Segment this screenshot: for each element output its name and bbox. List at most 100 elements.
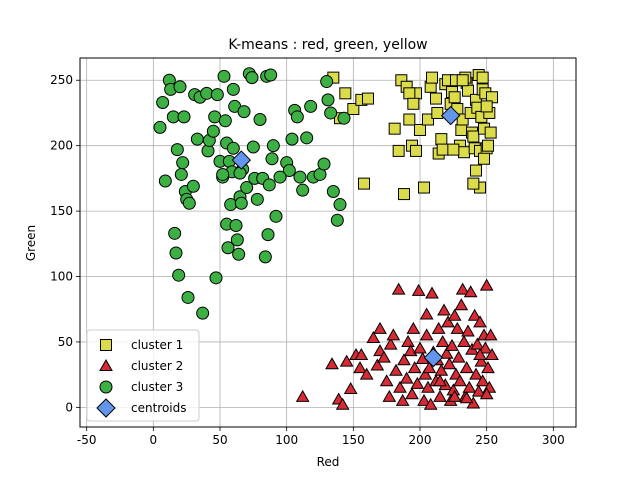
centroids-point xyxy=(440,105,461,126)
x-tick-label: -50 xyxy=(77,433,97,447)
legend: cluster 1 cluster 2 cluster 3 centroids xyxy=(86,329,200,422)
y-tick-label: 100 xyxy=(50,270,73,284)
cluster-1-point xyxy=(447,143,460,156)
cluster-1-point xyxy=(388,122,401,135)
axis-ticks: -50 0 50 100 150 200 250 300 0 50 100 150 200 250 xyxy=(50,73,565,447)
cluster-2-point xyxy=(433,374,447,387)
cluster-2-point xyxy=(421,380,435,393)
cluster-3-point xyxy=(253,113,267,126)
cluster-2-point xyxy=(422,361,437,374)
cluster-1-point xyxy=(422,113,434,126)
cluster-2-point xyxy=(382,389,397,402)
cluster-2-point xyxy=(479,387,494,400)
cluster-1-point xyxy=(435,133,448,146)
centroids-point xyxy=(231,150,252,170)
cluster-3-point xyxy=(262,178,276,192)
legend-label-cluster-1: cluster 1 xyxy=(131,338,183,352)
cluster-3-point xyxy=(261,228,275,242)
cluster-2-point xyxy=(433,389,447,402)
cluster-2-point xyxy=(413,341,427,354)
cluster-2-point xyxy=(469,367,483,380)
cluster-3-point xyxy=(226,82,240,96)
cluster-3-point xyxy=(216,167,230,181)
cluster-3-point xyxy=(209,271,223,285)
cluster-1-point xyxy=(430,92,442,105)
cluster-2-point xyxy=(481,361,495,374)
legend-label-cluster-3: cluster 3 xyxy=(131,380,183,394)
cluster-2-point xyxy=(389,363,403,376)
cluster-2-point xyxy=(462,380,477,393)
cluster-2-point xyxy=(463,285,478,298)
cluster-2-point xyxy=(459,361,474,374)
cluster-2-point xyxy=(423,397,438,410)
x-tick-label: 250 xyxy=(475,433,498,447)
cluster-3-point xyxy=(217,69,231,83)
chart-title: K-means : red, green, yellow xyxy=(228,37,427,53)
legend-label-centroids: centroids xyxy=(131,401,187,415)
cluster-3-point xyxy=(273,170,287,184)
cluster-1-point xyxy=(362,92,374,105)
cluster-3-point xyxy=(158,174,172,188)
cluster-1-point xyxy=(456,74,469,87)
cluster-3-point xyxy=(245,71,259,85)
cluster-2-point xyxy=(431,321,446,334)
cluster-2-point xyxy=(417,393,431,406)
cluster-1-point xyxy=(407,97,420,110)
x-tick-label: 50 xyxy=(212,433,227,447)
cluster-2-point xyxy=(434,363,449,376)
cluster-2-point xyxy=(459,391,474,404)
cluster-3-point xyxy=(196,306,210,320)
cluster-1-point xyxy=(426,71,438,84)
cluster-2-point xyxy=(461,324,475,337)
cluster-2-point xyxy=(442,357,457,370)
cluster-3-point xyxy=(290,110,304,124)
cluster-2-point xyxy=(393,380,407,393)
legend-marker-cluster-3 xyxy=(99,380,113,394)
cluster-3-point xyxy=(181,290,195,304)
cluster-2-point xyxy=(450,321,465,334)
cluster-3-point xyxy=(240,181,254,195)
cluster-2-point xyxy=(457,334,471,347)
cluster-3-point xyxy=(317,157,331,171)
cluster-2-point xyxy=(373,321,387,334)
cluster-2-point xyxy=(391,282,406,295)
cluster-3-point xyxy=(230,233,244,247)
cluster-3-point xyxy=(246,140,260,154)
cluster-2-point xyxy=(370,358,385,371)
cluster-3-point xyxy=(172,268,186,282)
cluster-1-point xyxy=(410,144,422,157)
cluster-1-point xyxy=(476,71,489,84)
cluster-1-point xyxy=(478,152,490,165)
cluster-2-point xyxy=(401,334,415,347)
x-tick-label: 100 xyxy=(275,433,298,447)
cluster-2-point xyxy=(295,389,310,402)
y-tick-label: 150 xyxy=(50,204,73,218)
cluster-3-point xyxy=(218,114,232,128)
cluster-2-point xyxy=(353,361,367,374)
cluster-2-point xyxy=(474,354,489,367)
cluster-1-point xyxy=(470,164,482,177)
cluster-2-point xyxy=(475,374,490,387)
cluster-1-point xyxy=(482,139,494,152)
cluster-2-point xyxy=(437,303,451,316)
legend-box xyxy=(86,329,200,422)
cluster-3-point xyxy=(293,170,307,184)
cluster-3-point xyxy=(229,218,243,232)
cluster-3-point xyxy=(170,143,184,157)
cluster-1-point xyxy=(448,91,461,104)
cluster-2-point xyxy=(335,397,350,410)
x-tick-label: 300 xyxy=(542,433,565,447)
cluster-1-point xyxy=(467,130,480,143)
cluster-1-point xyxy=(414,123,426,136)
cluster-2-point xyxy=(447,389,462,402)
cluster-2-point xyxy=(354,348,369,361)
cluster-3-point xyxy=(169,246,183,260)
cluster-2-point xyxy=(470,337,485,350)
cluster-2-point xyxy=(473,315,487,328)
cluster-3-point xyxy=(234,196,248,210)
legend-marker-cluster-2 xyxy=(99,358,113,371)
cluster-3-point xyxy=(177,110,191,124)
cluster-1-point xyxy=(436,143,449,156)
cluster-3-point xyxy=(221,241,235,255)
cluster-1-point xyxy=(403,113,416,126)
